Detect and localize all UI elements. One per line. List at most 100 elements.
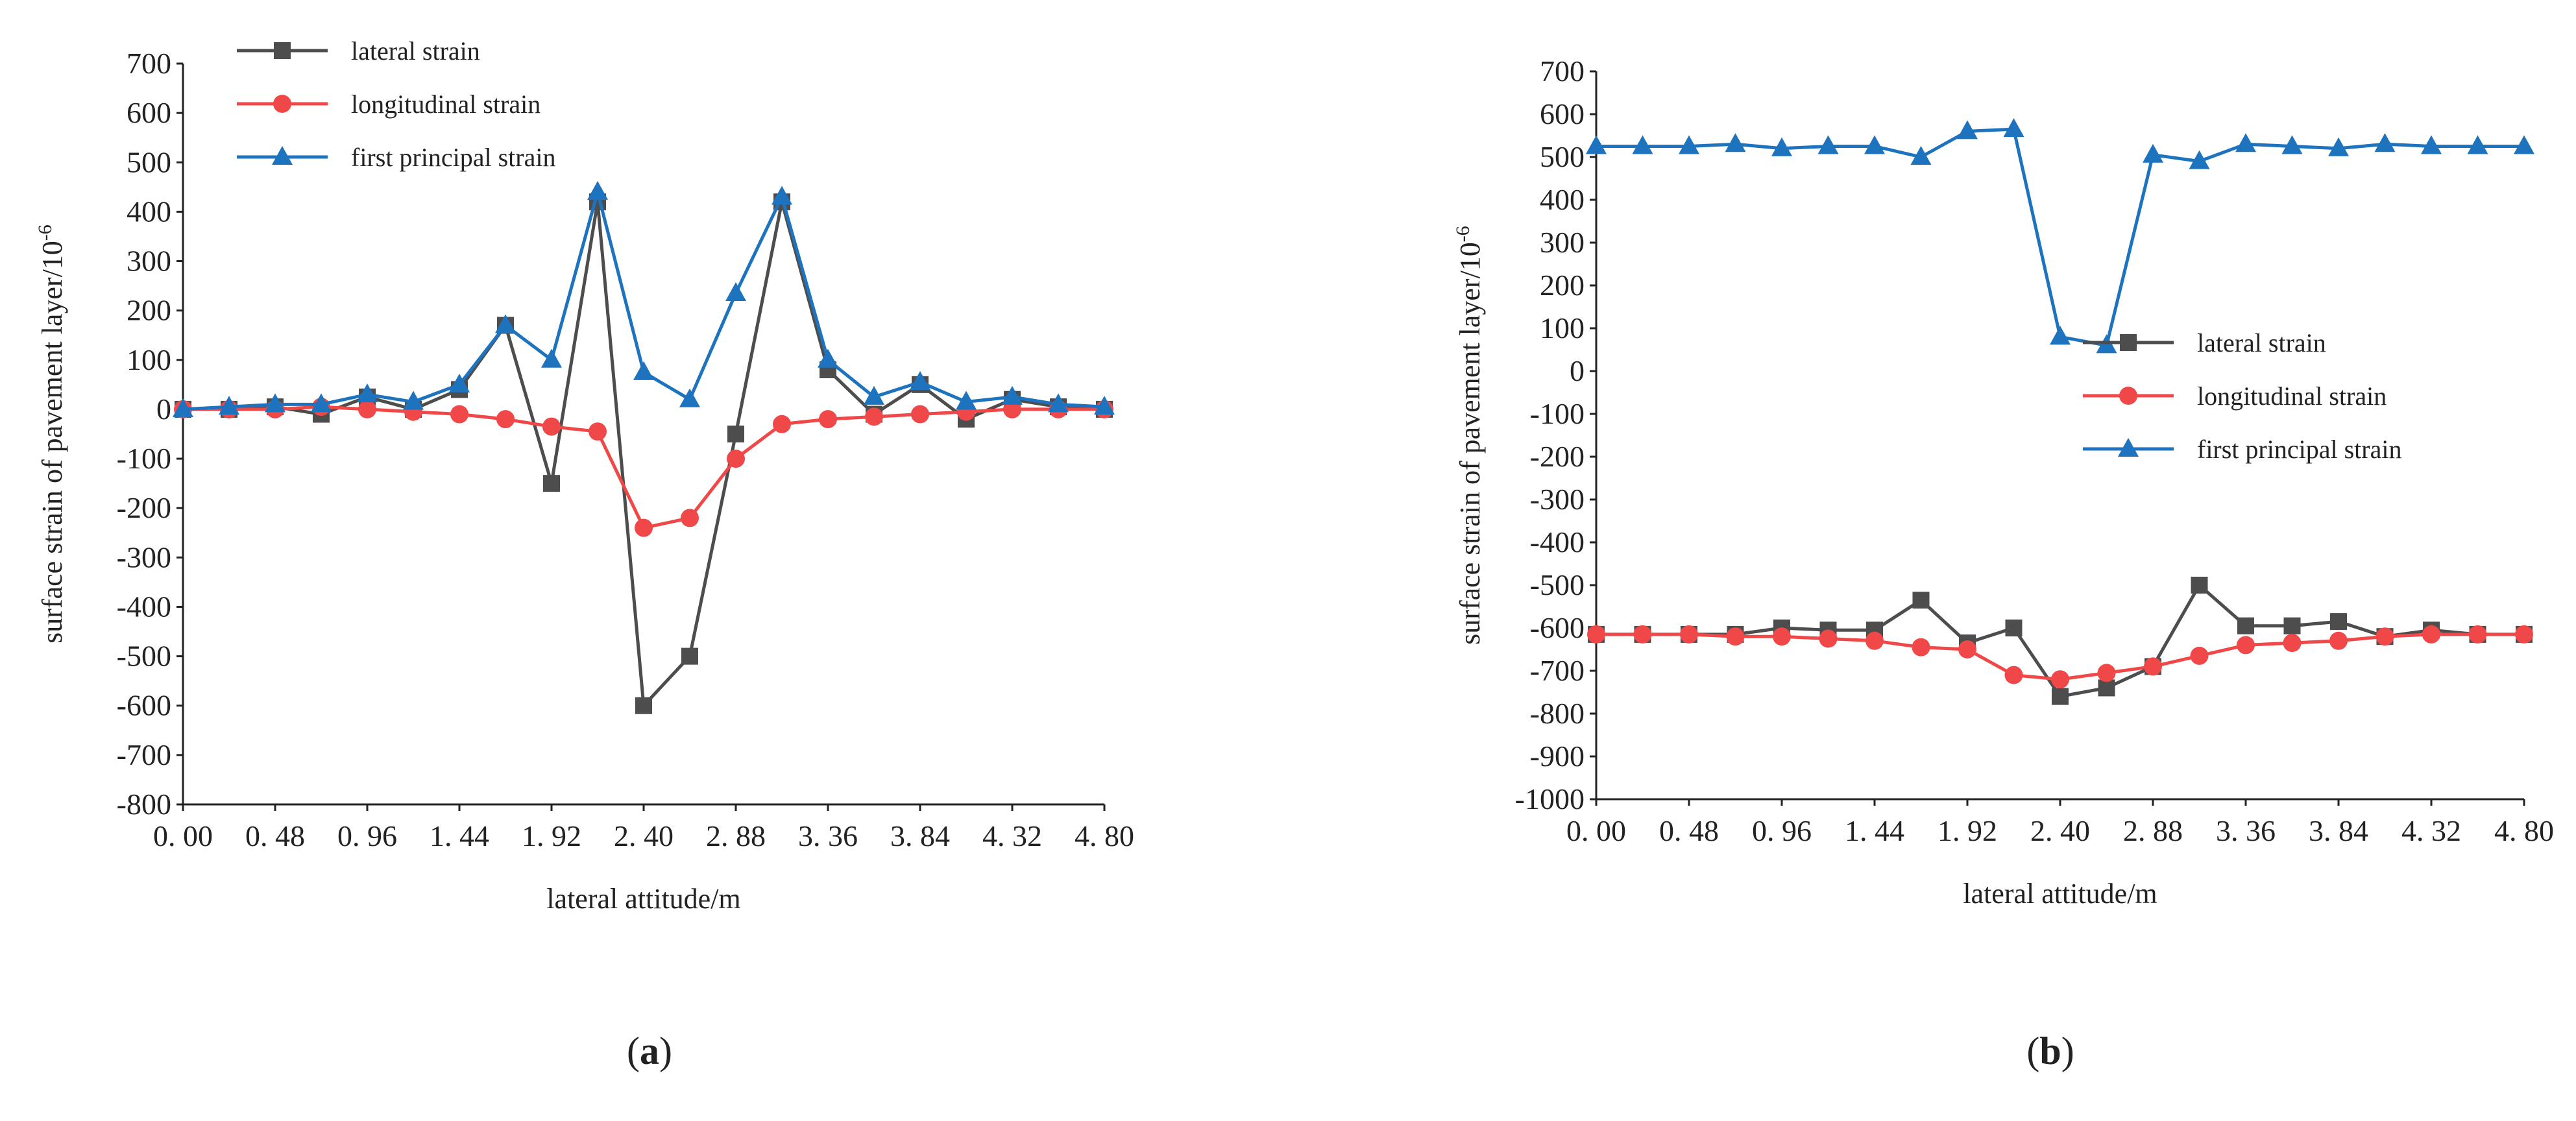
y-tick-label: 500 [127,145,171,178]
x-axis-title: lateral attitude/m [546,883,740,915]
data-point [2005,620,2023,636]
y-tick-label: -300 [1530,483,1585,516]
x-tick-label: 1. 92 [522,819,581,852]
data-point [2097,664,2116,682]
y-tick-label: 500 [1540,140,1585,173]
legend-marker [2119,387,2137,405]
panel-label: (b) [2026,1030,2074,1072]
data-point [818,348,838,368]
y-tick-label: 0 [1570,354,1585,387]
data-point [2422,625,2440,644]
data-point [589,422,607,441]
data-point [2514,135,2534,154]
x-tick-label: 4. 32 [982,819,1042,852]
panel-label-close: ) [2061,1030,2074,1072]
data-point [1680,625,1698,644]
data-point [725,282,746,302]
legend-marker [2120,334,2137,351]
data-point [1865,631,1884,650]
series-longitudinal-strain [1587,625,2533,689]
data-point [2330,613,2347,631]
data-point [864,385,884,405]
y-tick-label: -500 [117,640,171,673]
y-tick-label: 100 [127,343,171,376]
y-tick-label: 600 [127,96,171,129]
x-tick-label: 2. 40 [2030,814,2090,847]
chart-panel-a: -800 -700 -600 -500 -400 -300 -200 -100 0 100 200 3… [34,36,1134,1072]
x-tick-label: 1. 44 [1845,814,1904,847]
data-point [2144,657,2162,676]
y-tick-label: -400 [1530,525,1585,559]
legend-label: longitudinal strain [351,90,541,119]
data-point [1819,629,1838,648]
data-point [311,393,332,413]
y-tick-label: -500 [1530,568,1585,601]
data-point [1864,135,1885,154]
y-tick-label: -700 [1530,654,1585,687]
legend-label: lateral strain [2197,328,2326,357]
data-point [2235,133,2256,152]
data-point [1632,135,1653,154]
y-tick-label: 400 [127,195,171,228]
data-point [772,186,792,205]
series-line [183,200,1105,708]
y-tick-label: 300 [1540,226,1585,259]
legend: lateral strain longitudinal strain first p… [2083,328,2401,464]
y-axis-title-base: surface strain of pavement layer/10 [36,241,68,644]
data-point [2051,670,2069,689]
data-point [449,373,470,392]
data-point [1910,146,1932,165]
y-tick-label: 700 [1540,54,1585,88]
data-point [681,509,699,527]
legend: lateral strain longitudinal strain first p… [237,36,555,172]
data-point [1773,627,1791,646]
y-axis-title-exponent: -6 [34,224,56,241]
x-tick-label: 4. 32 [2401,814,2461,847]
data-point [681,647,698,665]
data-point [541,348,562,368]
data-point [956,391,977,410]
legend-label: lateral strain [351,36,480,66]
data-point [2189,150,2210,169]
x-tick-label: 0. 48 [1659,814,1719,847]
data-point [865,407,883,426]
data-point [2515,625,2533,644]
data-point [2191,577,2208,594]
data-point [727,426,744,442]
x-tick-label: 0. 96 [1752,814,1812,847]
x-tick-label: 3. 36 [2216,814,2276,847]
data-point [679,388,700,407]
y-tick-label: -600 [117,689,171,722]
x-tick-label: 1. 44 [430,819,489,852]
data-point [633,361,654,380]
data-point [2050,326,2071,345]
x-tick-label: 2. 88 [2123,814,2183,847]
data-point [1048,393,1069,413]
data-point [2003,118,2024,138]
y-tick-label: 300 [127,245,171,278]
data-point [2190,646,2209,665]
x-tick-label: 3. 84 [890,819,950,852]
y-tick-label: -100 [1530,397,1585,430]
data-point [219,396,239,415]
data-point [1957,120,1978,139]
y-tick-label: -900 [1530,740,1585,773]
data-point [910,371,930,391]
y-tick-label: 0 [156,392,171,426]
y-tick-label: 400 [1540,183,1585,216]
data-point [2376,627,2394,646]
y-tick-label: 700 [127,47,171,80]
y-tick-label: -700 [117,738,171,771]
panel-label-open: ( [627,1030,640,1072]
legend-label: first principal strain [351,143,555,172]
data-point [773,415,791,433]
x-tick-label: 2. 88 [706,819,766,852]
data-point [1586,135,1607,154]
legend-label: longitudinal strain [2197,381,2387,411]
series-first-principal-strain [173,180,1115,417]
panel-label-close: ) [659,1030,672,1072]
legend-marker [274,42,291,59]
legend-label: first principal strain [2197,435,2401,464]
x-tick-label: 0. 00 [1566,814,1626,847]
